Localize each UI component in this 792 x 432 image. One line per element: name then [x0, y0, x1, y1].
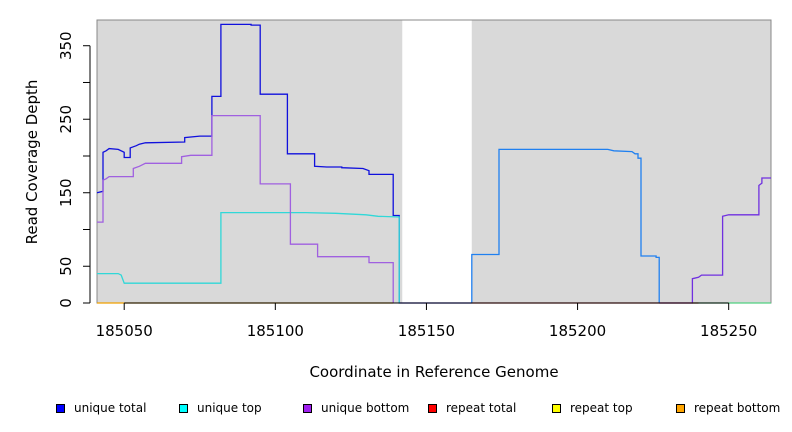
legend: unique total unique top unique bottom re…	[0, 398, 792, 420]
legend-label: unique total	[74, 401, 147, 415]
y-tick-label: 350	[57, 31, 75, 60]
legend-item-repeat-bottom: repeat bottom	[676, 398, 780, 418]
legend-swatch	[676, 403, 685, 413]
legend-swatch	[179, 403, 188, 413]
legend-item-unique-top: unique top	[179, 398, 262, 418]
x-tick-label: 185050	[96, 322, 153, 340]
legend-item-unique-bottom: unique bottom	[303, 398, 409, 418]
x-tick-label: 185250	[700, 322, 757, 340]
legend-item-repeat-top: repeat top	[552, 398, 633, 418]
legend-swatch	[303, 403, 312, 413]
coverage-band	[471, 20, 771, 303]
coverage-bands	[97, 20, 771, 303]
series-line-unique-total	[96, 23, 472, 304]
legend-swatch	[428, 403, 437, 413]
x-axis: 185050 185100 185150 185200 185250	[96, 302, 757, 340]
y-tick-label: 50	[57, 257, 75, 276]
y-tick-label: 150	[57, 178, 75, 207]
coverage-band	[97, 20, 403, 303]
legend-label: repeat total	[446, 401, 517, 415]
legend-label: repeat bottom	[694, 401, 781, 415]
y-axis-title: Read Coverage Depth	[23, 80, 41, 245]
legend-label: unique top	[197, 401, 262, 415]
coverage-chart: 185050 185100 185150 185200 185250 0 50 150 250…	[23, 19, 772, 381]
series-line-unique-top	[97, 211, 400, 303]
legend-item-unique-total: unique total	[56, 398, 146, 418]
y-tick-label: 0	[57, 298, 75, 308]
x-tick-label: 185150	[398, 322, 455, 340]
legend-swatch	[552, 403, 561, 413]
series-line-unique-bottom	[659, 177, 771, 304]
legend-label: repeat top	[570, 401, 633, 415]
x-tick-label: 185200	[549, 322, 606, 340]
legend-label: unique bottom	[321, 401, 410, 415]
series-line-unique-bottom	[97, 114, 394, 303]
y-tick-label: 250	[57, 105, 75, 134]
legend-swatch	[56, 403, 65, 413]
x-axis-title: Coordinate in Reference Genome	[309, 363, 558, 381]
x-tick-label: 185100	[247, 322, 304, 340]
legend-item-repeat-total: repeat total	[428, 398, 516, 418]
series-line-unique-total	[471, 148, 660, 303]
y-axis: 0 50 150 250 350	[57, 31, 91, 308]
